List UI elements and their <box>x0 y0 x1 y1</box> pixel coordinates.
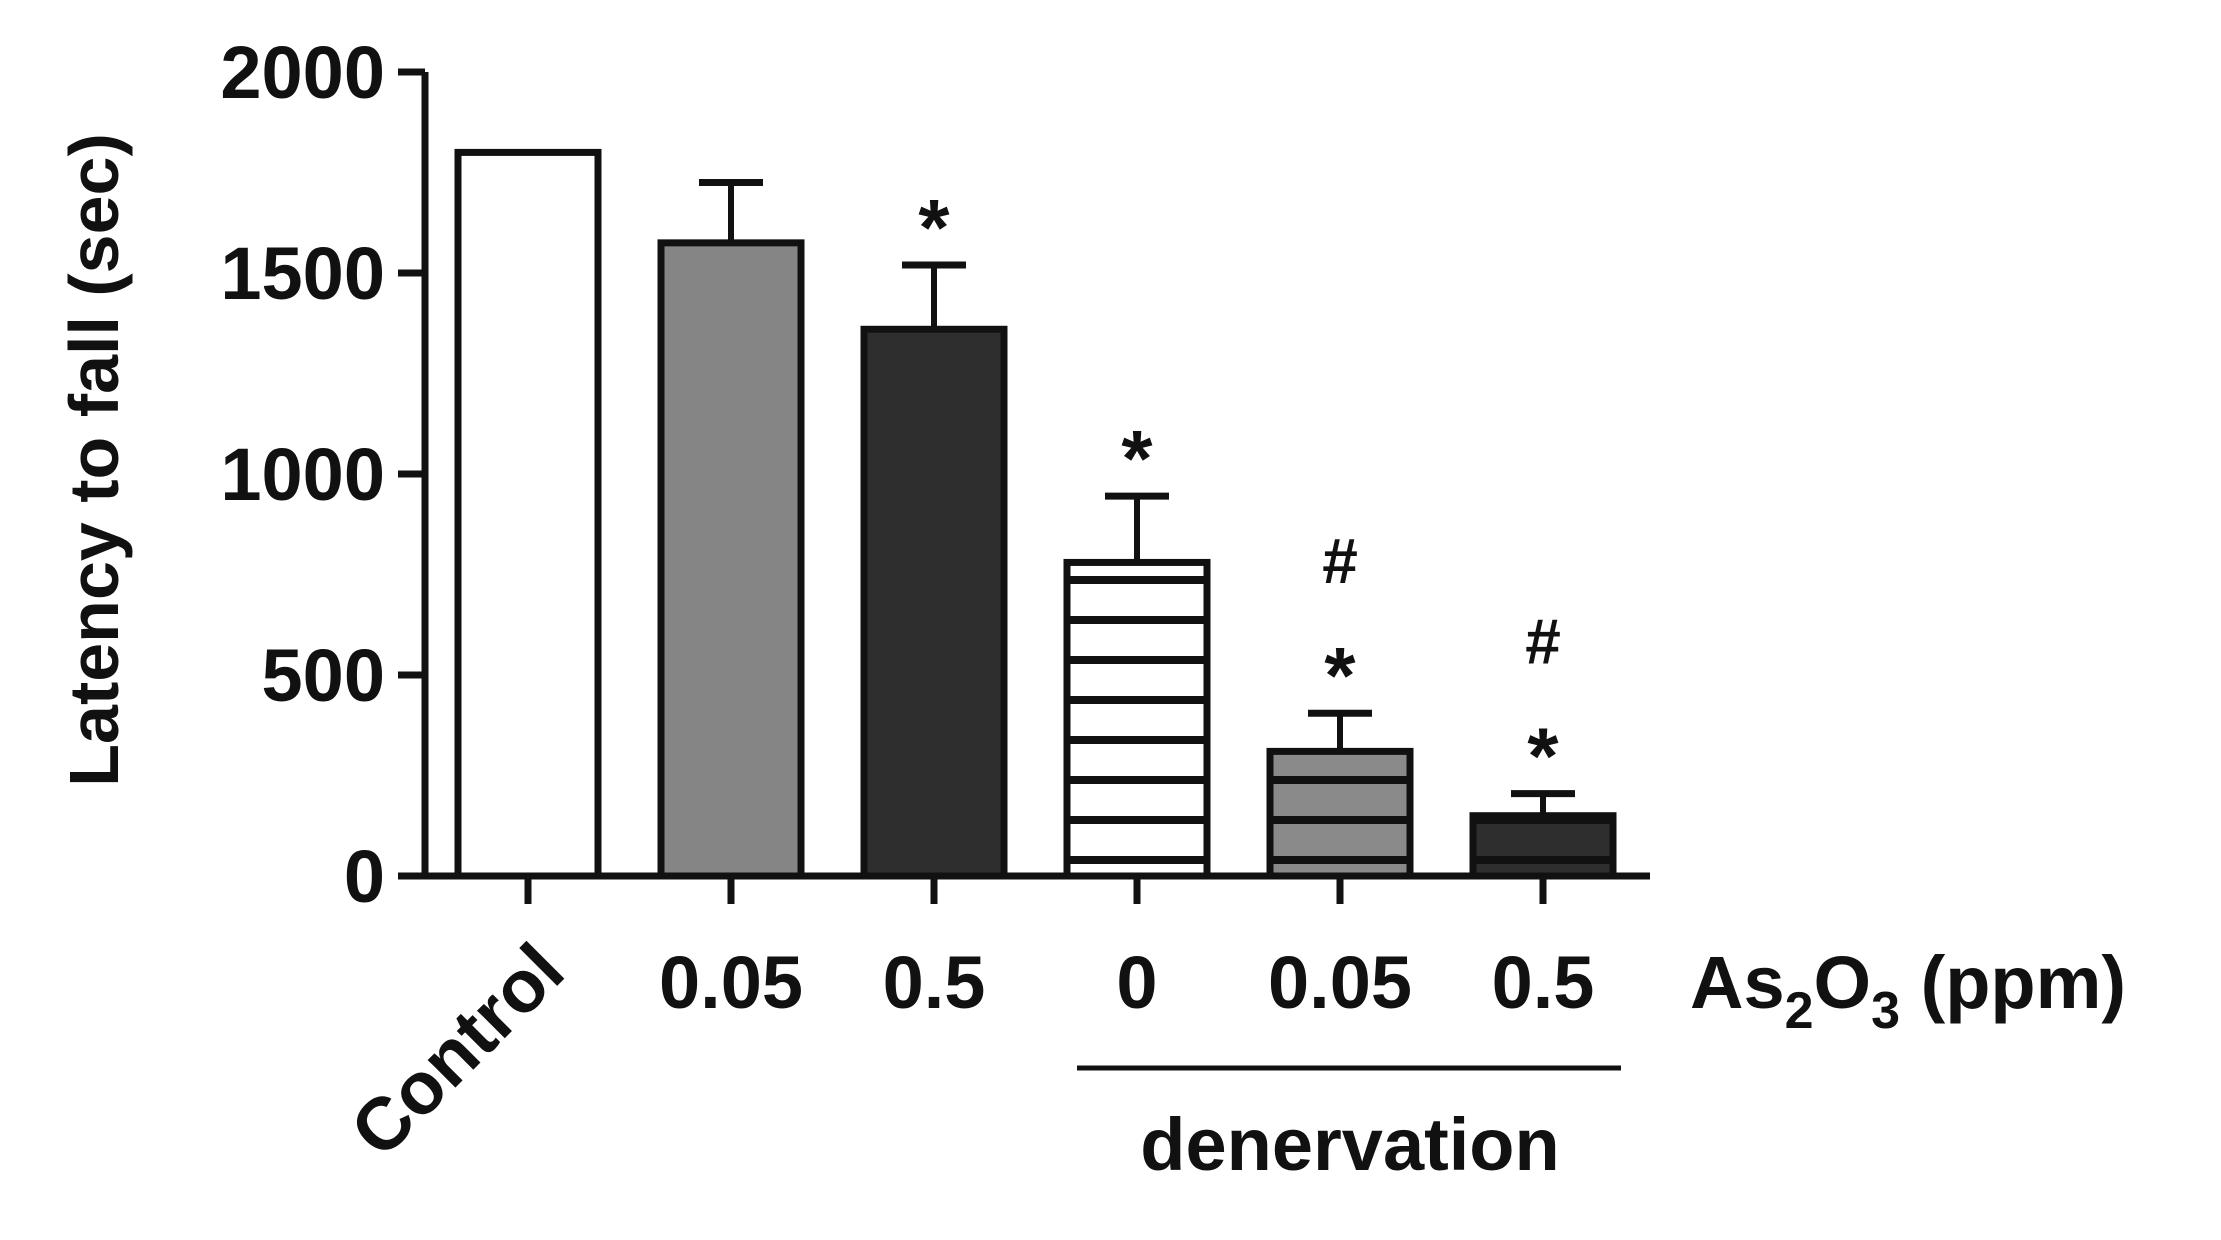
y-axis-label: Latency to fall (sec) <box>55 133 133 787</box>
x-tick-label: Control <box>335 928 580 1173</box>
significance-layer: * * * # * # <box>918 183 1560 801</box>
y-tick-label: 1500 <box>220 232 385 315</box>
bars-layer <box>454 148 1617 880</box>
significance-asterisk: * <box>1527 712 1559 801</box>
unit-label-subscript-1: 2 <box>1785 982 1814 1040</box>
bar-0 <box>454 148 602 880</box>
bar-1 <box>657 239 805 880</box>
unit-label: As2O3 (ppm) <box>1690 941 2126 1040</box>
axes-layer <box>421 72 1650 880</box>
bar-3 <box>1063 558 1211 880</box>
x-tick-label: 0.5 <box>1492 941 1595 1024</box>
labels-layer: Latency to fall (sec) denervation As2O3 … <box>55 133 2126 1186</box>
group-label: denervation <box>1140 1103 1559 1186</box>
bar-4 <box>1266 747 1414 880</box>
significance-hash: # <box>1322 525 1358 597</box>
bar-5 <box>1469 812 1617 880</box>
x-tick-label: 0.05 <box>659 941 803 1024</box>
significance-asterisk: * <box>1121 414 1153 503</box>
y-tick-label: 500 <box>262 634 385 717</box>
unit-label-prefix: As <box>1690 941 1785 1024</box>
unit-label-suffix: (ppm) <box>1900 941 2126 1024</box>
y-tick-label: 0 <box>344 835 385 918</box>
significance-asterisk: * <box>1324 631 1356 720</box>
significance-hash: # <box>1525 606 1561 678</box>
x-tick-label: 0 <box>1116 941 1157 1024</box>
y-tick-label: 2000 <box>220 31 385 114</box>
unit-label-subscript-2: 3 <box>1871 982 1900 1040</box>
x-tick-label: 0.05 <box>1268 941 1412 1024</box>
y-tick-label: 1000 <box>220 433 385 516</box>
x-tick-label: 0.5 <box>883 941 986 1024</box>
significance-asterisk: * <box>918 183 950 272</box>
bar-2 <box>860 325 1008 880</box>
unit-label-mid: O <box>1814 941 1872 1024</box>
